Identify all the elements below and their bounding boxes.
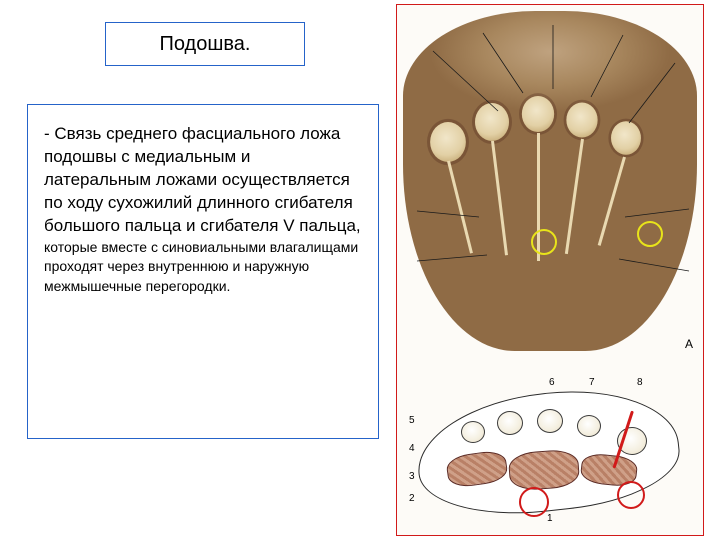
body-paragraph: - Связь среднего фасциального ложа подош… (44, 123, 362, 296)
illustration-frame: A 6 7 8 5 4 3 2 1 (396, 4, 704, 536)
bone-cross-section (577, 415, 601, 437)
lead-text: - Связь среднего фасциального ложа подош… (44, 124, 361, 235)
trail-text: которые вместе с синовиальными влагалища… (44, 239, 358, 294)
cross-section-illustration: 6 7 8 5 4 3 2 1 (409, 375, 691, 525)
page-title: Подошва. (160, 33, 251, 56)
title-box: Подошва. (105, 22, 305, 66)
highlight-ring-red (519, 487, 549, 517)
highlight-ring-yellow (637, 221, 663, 247)
panel-label-a: A (685, 337, 693, 351)
cross-section-label: 6 (549, 377, 555, 388)
bone-cross-section (537, 409, 563, 433)
cross-section-label: 8 (637, 377, 643, 388)
bone-cross-section (497, 411, 523, 435)
leader-lines (403, 11, 703, 357)
cross-section-label: 3 (409, 471, 415, 482)
bone-cross-section (461, 421, 485, 443)
cross-section-label: 4 (409, 443, 415, 454)
cross-section-label: 2 (409, 493, 415, 504)
cross-section-label: 7 (589, 377, 595, 388)
cross-section-label: 5 (409, 415, 415, 426)
highlight-ring-red (617, 481, 645, 509)
body-text-box: - Связь среднего фасциального ложа подош… (27, 104, 379, 439)
cross-section-label: 1 (547, 513, 553, 524)
highlight-ring-yellow (531, 229, 557, 255)
